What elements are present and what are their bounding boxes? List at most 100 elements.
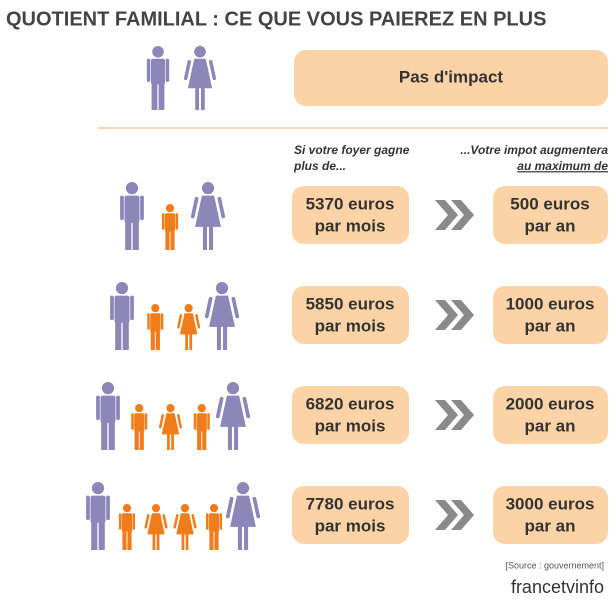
leg — [167, 433, 170, 450]
arm — [131, 413, 134, 430]
tax-text: 3000 euros — [506, 494, 595, 513]
leg — [150, 331, 155, 350]
leg — [234, 426, 239, 450]
head — [122, 504, 132, 513]
arm — [191, 514, 197, 529]
head — [215, 282, 229, 295]
torso — [100, 395, 116, 423]
tax-text: par an — [524, 216, 575, 235]
tax-text: par an — [524, 416, 575, 435]
torso — [134, 413, 145, 432]
arm — [190, 196, 199, 219]
head — [197, 404, 206, 413]
leg — [139, 431, 144, 450]
torso — [164, 213, 176, 232]
leg — [165, 231, 170, 250]
leg — [185, 533, 189, 550]
income-box — [292, 186, 409, 244]
leg — [155, 331, 160, 350]
chevrons — [435, 500, 474, 530]
income-box — [292, 486, 409, 544]
head — [226, 382, 240, 395]
man-icon — [86, 482, 110, 550]
dress — [187, 58, 213, 89]
tax-text: par an — [524, 316, 575, 335]
leg — [223, 326, 228, 350]
tax-box — [493, 286, 608, 344]
leg — [216, 326, 221, 350]
income-text: par mois — [315, 516, 386, 535]
leg — [152, 533, 156, 550]
arm — [160, 313, 164, 330]
leg — [132, 222, 139, 250]
leg — [237, 526, 242, 550]
head — [184, 304, 193, 313]
tax-text: 1000 euros — [506, 294, 595, 313]
leg — [134, 431, 139, 450]
torso — [150, 58, 166, 85]
leg — [108, 422, 115, 450]
chevrons — [435, 400, 474, 430]
head — [236, 482, 250, 495]
dress — [176, 513, 194, 535]
income-box — [292, 286, 409, 344]
leg — [181, 533, 185, 550]
leg — [125, 222, 132, 250]
leg — [185, 333, 188, 350]
head — [151, 504, 161, 513]
leg — [127, 531, 132, 550]
head — [194, 46, 206, 58]
boy-icon — [205, 504, 223, 550]
no-impact-text: Pas d'impact — [399, 67, 504, 86]
head — [101, 382, 115, 395]
head — [115, 282, 129, 295]
head — [165, 204, 175, 213]
head — [135, 404, 144, 413]
leg — [209, 226, 214, 250]
leg — [200, 87, 205, 110]
arm — [208, 59, 217, 81]
leg — [227, 426, 232, 450]
torso — [150, 313, 161, 332]
head — [125, 182, 139, 195]
header-left: Si votre foyer gagne — [294, 143, 410, 157]
head — [209, 504, 219, 513]
income-text: 7780 euros — [306, 494, 395, 513]
boy-icon — [193, 404, 210, 450]
boy-icon — [161, 204, 179, 250]
leg — [151, 83, 158, 110]
arm — [176, 414, 183, 429]
head — [91, 482, 105, 495]
arm — [193, 413, 197, 430]
leg — [244, 526, 249, 550]
boy-icon — [118, 504, 136, 550]
torso — [124, 195, 140, 223]
woman-icon — [183, 46, 217, 110]
girl-icon — [144, 504, 168, 550]
leg — [202, 431, 207, 450]
leg — [98, 522, 105, 550]
leg — [202, 226, 207, 250]
arm — [175, 213, 179, 230]
girl-icon — [173, 504, 197, 550]
arm — [130, 295, 134, 321]
logo: francetvinfo — [511, 577, 604, 597]
income-text: par mois — [315, 216, 386, 235]
arm — [120, 195, 124, 221]
header-right: ...Votre impot augmentera — [460, 143, 608, 157]
man-icon — [120, 182, 144, 250]
torso — [196, 413, 207, 432]
arm — [158, 414, 165, 429]
arm — [161, 213, 165, 230]
chevrons — [435, 200, 474, 230]
boy-icon — [147, 304, 164, 350]
tax-box — [493, 486, 608, 544]
income-text: 5850 euros — [306, 294, 395, 313]
man-icon — [146, 46, 170, 110]
woman-icon — [190, 182, 226, 250]
income-text: par mois — [315, 416, 386, 435]
girl-icon — [158, 404, 183, 450]
head — [180, 504, 190, 513]
arm — [177, 314, 183, 329]
